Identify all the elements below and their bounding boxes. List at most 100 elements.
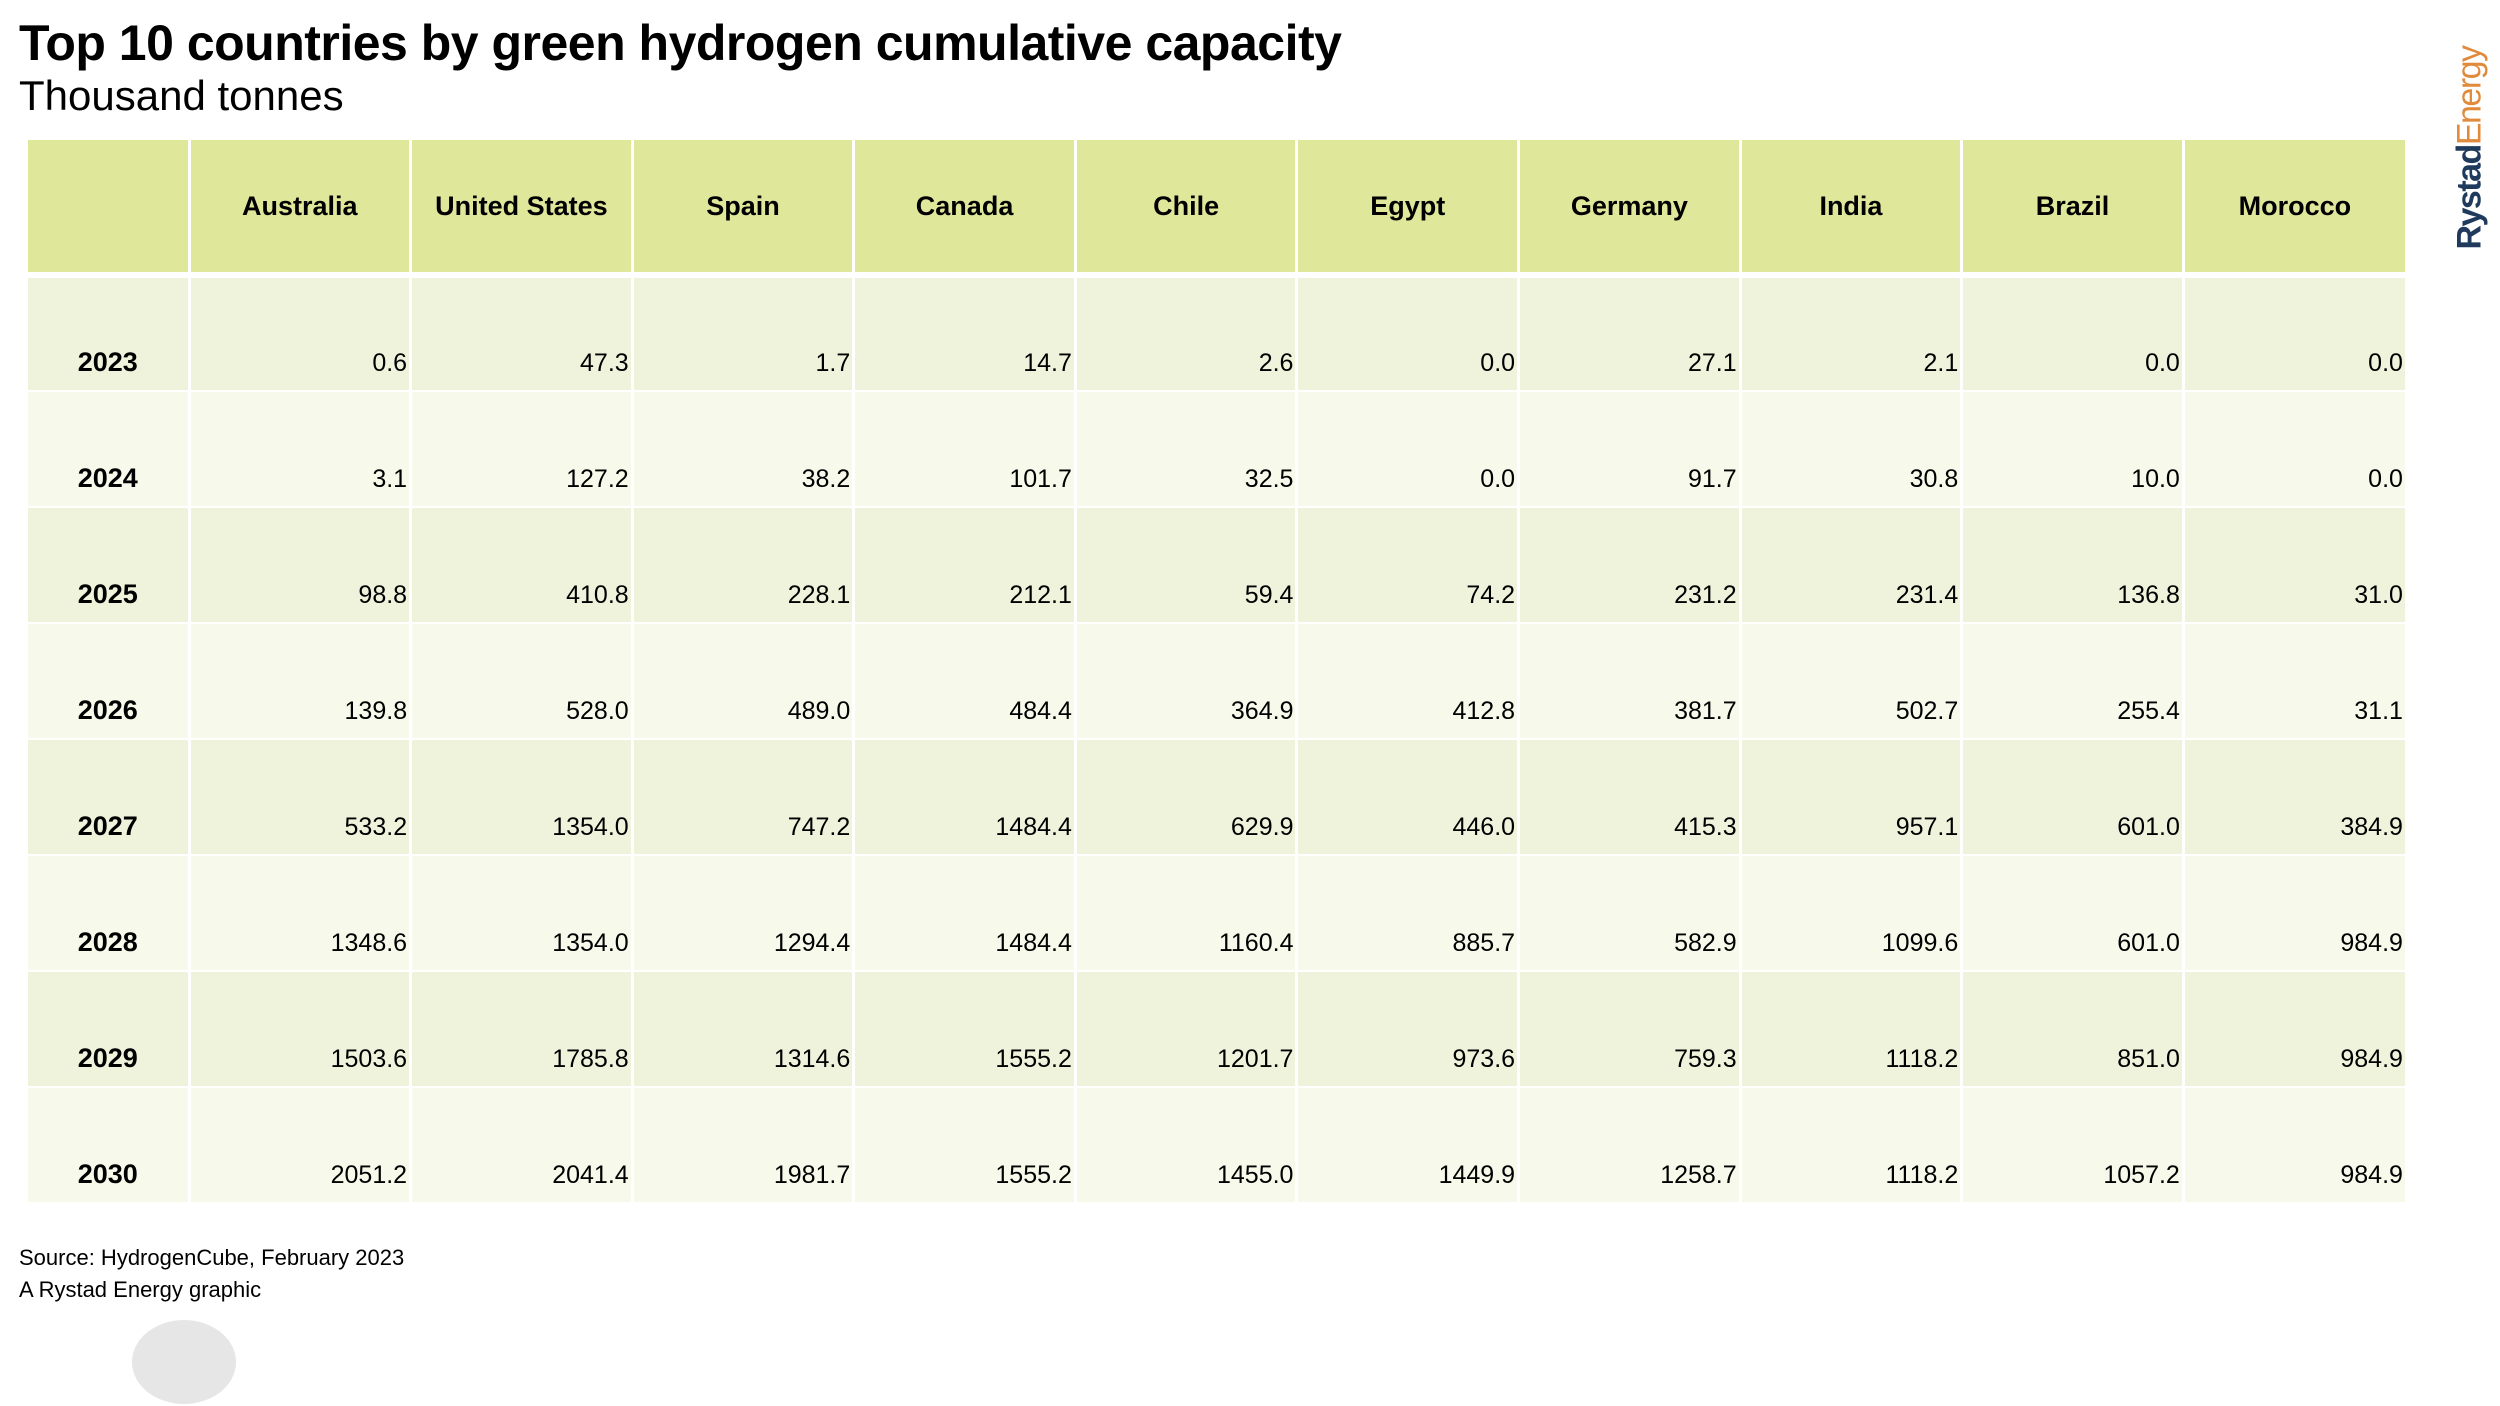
value-cell: 381.7 bbox=[1517, 623, 1741, 740]
source-note: Source: HydrogenCube, February 2023 A Ry… bbox=[19, 1242, 404, 1306]
column-header: India bbox=[1738, 140, 1962, 278]
value-cell: 255.4 bbox=[1960, 623, 2184, 740]
chart-title: Top 10 countries by green hydrogen cumul… bbox=[19, 15, 1342, 71]
value-cell: 0.0 bbox=[1960, 275, 2184, 392]
value-cell: 0.0 bbox=[1295, 275, 1519, 392]
value-cell: 1354.0 bbox=[409, 855, 633, 972]
value-cell: 1455.0 bbox=[1073, 1087, 1297, 1204]
value-cell: 32.5 bbox=[1073, 391, 1297, 508]
value-cell: 759.3 bbox=[1517, 971, 1741, 1088]
header-corner bbox=[28, 140, 189, 278]
year-label: 2028 bbox=[28, 855, 189, 972]
value-cell: 1118.2 bbox=[1738, 1087, 1962, 1204]
value-cell: 3.1 bbox=[187, 391, 411, 508]
column-header: United States bbox=[409, 140, 633, 278]
value-cell: 2051.2 bbox=[187, 1087, 411, 1204]
value-cell: 502.7 bbox=[1738, 623, 1962, 740]
value-cell: 2041.4 bbox=[409, 1087, 633, 1204]
chart-subtitle: Thousand tonnes bbox=[19, 72, 344, 119]
year-label: 2029 bbox=[28, 971, 189, 1088]
column-header: Egypt bbox=[1295, 140, 1519, 278]
value-cell: 74.2 bbox=[1295, 507, 1519, 624]
value-cell: 984.9 bbox=[2181, 971, 2405, 1088]
value-cell: 136.8 bbox=[1960, 507, 2184, 624]
value-cell: 851.0 bbox=[1960, 971, 2184, 1088]
table-row: 2025 98.8 410.8 228.1 212.1 59.4 74.2 231.2 231.… bbox=[28, 507, 2405, 624]
column-header: Spain bbox=[630, 140, 854, 278]
value-cell: 601.0 bbox=[1960, 855, 2184, 972]
capacity-table: Australia United States Spain Canada Chile Eg… bbox=[28, 140, 2405, 1204]
source-text: Source: HydrogenCube, February 2023 bbox=[19, 1245, 405, 1270]
value-cell: 364.9 bbox=[1073, 623, 1297, 740]
value-cell: 747.2 bbox=[630, 739, 854, 856]
value-cell: 2.6 bbox=[1073, 275, 1297, 392]
logo-part-rystad: Rystad bbox=[2450, 145, 2489, 250]
value-cell: 957.1 bbox=[1738, 739, 1962, 856]
value-cell: 231.2 bbox=[1517, 507, 1741, 624]
value-cell: 2.1 bbox=[1738, 275, 1962, 392]
value-cell: 212.1 bbox=[852, 507, 1076, 624]
value-cell: 1.7 bbox=[630, 275, 854, 392]
value-cell: 528.0 bbox=[409, 623, 633, 740]
rystad-energy-logo: RystadEnergy bbox=[2440, 46, 2500, 249]
value-cell: 1555.2 bbox=[852, 1087, 1076, 1204]
table-row: 2030 2051.2 2041.4 1981.7 1555.2 1455.0 1449.9… bbox=[28, 1087, 2405, 1204]
year-label: 2026 bbox=[28, 623, 189, 740]
value-cell: 1484.4 bbox=[852, 855, 1076, 972]
year-label: 2023 bbox=[28, 275, 189, 392]
column-header: Australia bbox=[187, 140, 411, 278]
value-cell: 231.4 bbox=[1738, 507, 1962, 624]
logo-part-energy: Energy bbox=[2450, 46, 2489, 146]
value-cell: 1201.7 bbox=[1073, 971, 1297, 1088]
value-cell: 984.9 bbox=[2181, 855, 2405, 972]
value-cell: 1503.6 bbox=[187, 971, 411, 1088]
value-cell: 601.0 bbox=[1960, 739, 2184, 856]
year-label: 2025 bbox=[28, 507, 189, 624]
table-row: 2028 1348.6 1354.0 1294.4 1484.4 1160.4 885.7 5… bbox=[28, 855, 2405, 972]
value-cell: 0.0 bbox=[2181, 391, 2405, 508]
value-cell: 1160.4 bbox=[1073, 855, 1297, 972]
column-header: Germany bbox=[1517, 140, 1741, 278]
table-row: 2029 1503.6 1785.8 1314.6 1555.2 1201.7 973.6 7… bbox=[28, 971, 2405, 1088]
value-cell: 0.0 bbox=[2181, 275, 2405, 392]
table-body: 2023 0.6 47.3 1.7 14.7 2.6 0.0 27.1 2.1 0.0 0.0 202… bbox=[28, 275, 2405, 1204]
value-cell: 446.0 bbox=[1295, 739, 1519, 856]
column-header: Morocco bbox=[2181, 140, 2405, 278]
column-header: Canada bbox=[852, 140, 1076, 278]
table-row: 2023 0.6 47.3 1.7 14.7 2.6 0.0 27.1 2.1 0.0 0.0 bbox=[28, 275, 2405, 392]
value-cell: 582.9 bbox=[1517, 855, 1741, 972]
value-cell: 533.2 bbox=[187, 739, 411, 856]
value-cell: 1294.4 bbox=[630, 855, 854, 972]
year-label: 2024 bbox=[28, 391, 189, 508]
value-cell: 410.8 bbox=[409, 507, 633, 624]
value-cell: 484.4 bbox=[852, 623, 1076, 740]
value-cell: 101.7 bbox=[852, 391, 1076, 508]
value-cell: 38.2 bbox=[630, 391, 854, 508]
value-cell: 1099.6 bbox=[1738, 855, 1962, 972]
value-cell: 1785.8 bbox=[409, 971, 633, 1088]
value-cell: 31.0 bbox=[2181, 507, 2405, 624]
value-cell: 412.8 bbox=[1295, 623, 1519, 740]
value-cell: 27.1 bbox=[1517, 275, 1741, 392]
value-cell: 139.8 bbox=[187, 623, 411, 740]
value-cell: 10.0 bbox=[1960, 391, 2184, 508]
value-cell: 1118.2 bbox=[1738, 971, 1962, 1088]
column-header: Chile bbox=[1073, 140, 1297, 278]
value-cell: 98.8 bbox=[187, 507, 411, 624]
value-cell: 1484.4 bbox=[852, 739, 1076, 856]
logo-wordmark: RystadEnergy bbox=[2451, 46, 2490, 249]
value-cell: 885.7 bbox=[1295, 855, 1519, 972]
value-cell: 489.0 bbox=[630, 623, 854, 740]
value-cell: 1981.7 bbox=[630, 1087, 854, 1204]
value-cell: 31.1 bbox=[2181, 623, 2405, 740]
value-cell: 1449.9 bbox=[1295, 1087, 1519, 1204]
value-cell: 47.3 bbox=[409, 275, 633, 392]
value-cell: 91.7 bbox=[1517, 391, 1741, 508]
value-cell: 1314.6 bbox=[630, 971, 854, 1088]
table-row: 2027 533.2 1354.0 747.2 1484.4 629.9 446.0 415.… bbox=[28, 739, 2405, 856]
table-row: 2024 3.1 127.2 38.2 101.7 32.5 0.0 91.7 30.8 10.0… bbox=[28, 391, 2405, 508]
value-cell: 415.3 bbox=[1517, 739, 1741, 856]
year-label: 2027 bbox=[28, 739, 189, 856]
value-cell: 30.8 bbox=[1738, 391, 1962, 508]
column-header: Brazil bbox=[1960, 140, 2184, 278]
